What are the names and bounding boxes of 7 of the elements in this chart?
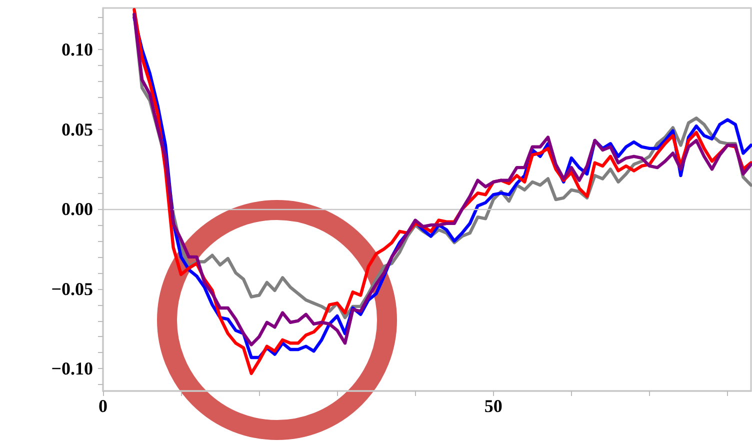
- y-tick-label: −0.05: [51, 278, 93, 299]
- y-tick-label: 0.05: [62, 119, 93, 140]
- x-tick-label: 50: [484, 396, 502, 416]
- y-tick-label: −0.10: [51, 358, 93, 379]
- y-tick-label: 0.00: [62, 199, 93, 220]
- x-tick-label: 0: [98, 396, 108, 416]
- y-tick-label: 0.10: [62, 39, 93, 60]
